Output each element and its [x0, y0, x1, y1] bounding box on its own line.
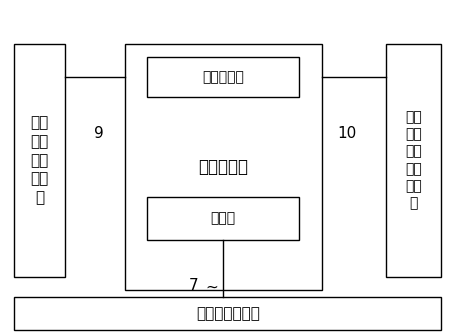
Text: 铜导线: 铜导线 — [210, 211, 235, 225]
Text: 9: 9 — [94, 126, 104, 141]
Bar — [385, 44, 440, 277]
Text: 激光
多普
勒测
速系
统: 激光 多普 勒测 速系 统 — [30, 116, 49, 205]
Text: 10: 10 — [336, 126, 356, 141]
Text: 7: 7 — [188, 278, 198, 293]
Bar — [14, 44, 65, 277]
Bar — [124, 44, 321, 290]
Text: 光探
针信
号处
理记
录系
统: 光探 针信 号处 理记 录系 统 — [404, 110, 421, 211]
Text: 三合一探头: 三合一探头 — [198, 158, 247, 176]
Text: ~: ~ — [205, 279, 218, 294]
Bar — [147, 197, 298, 240]
Bar — [14, 297, 440, 330]
Text: 光纤分束器: 光纤分束器 — [202, 70, 244, 84]
Bar — [147, 57, 298, 97]
Text: 电探针后续系统: 电探针后续系统 — [196, 306, 259, 321]
